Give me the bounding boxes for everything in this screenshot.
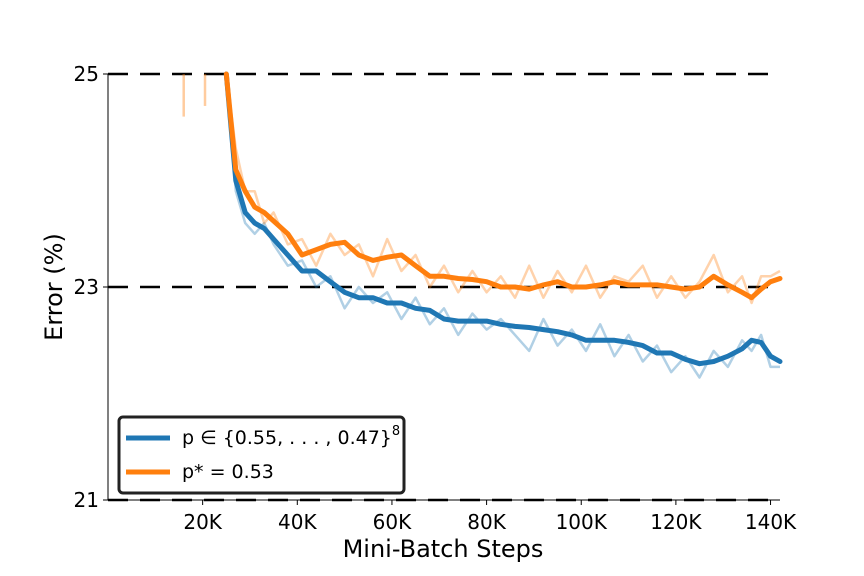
y-tick-label: 25 bbox=[74, 62, 99, 86]
x-tick-label: 100K bbox=[556, 510, 608, 534]
x-tick-label: 140K bbox=[745, 510, 797, 534]
x-axis-title: Mini-Batch Steps bbox=[343, 535, 544, 563]
y-ticks: 21 23 25 bbox=[74, 62, 108, 512]
x-tick-label: 80K bbox=[467, 510, 506, 534]
x-tick-label: 40K bbox=[278, 510, 317, 534]
smoothed-series-lines bbox=[223, 71, 783, 367]
legend-label-blue: p ∈ {0.55, . . . , 0.47}8 bbox=[182, 424, 400, 449]
raw-series-lines bbox=[182, 73, 781, 379]
legend-box bbox=[117, 415, 406, 495]
legend-label-blue-superscript: 8 bbox=[392, 424, 400, 439]
y-axis-title: Error (%) bbox=[40, 233, 68, 341]
y-tick-label: 23 bbox=[74, 275, 99, 299]
x-tick-label: 20K bbox=[183, 510, 222, 534]
x-tick-label: 120K bbox=[650, 510, 702, 534]
legend-label-orange: p* = 0.53 bbox=[182, 461, 274, 483]
series-smoothed-blue bbox=[223, 71, 783, 367]
x-tick-label: 60K bbox=[373, 510, 412, 534]
legend: p ∈ {0.55, . . . , 0.47}8 p* = 0.53 bbox=[117, 415, 406, 495]
x-ticks: 20K 40K 60K 80K 100K 120K 140K bbox=[183, 500, 797, 534]
series-raw-orange bbox=[225, 73, 781, 305]
series-smoothed-orange bbox=[223, 71, 783, 301]
legend-label-blue-text: p ∈ {0.55, . . . , 0.47} bbox=[182, 427, 392, 449]
y-tick-label: 21 bbox=[74, 488, 99, 512]
series-raw-blue bbox=[225, 73, 780, 379]
